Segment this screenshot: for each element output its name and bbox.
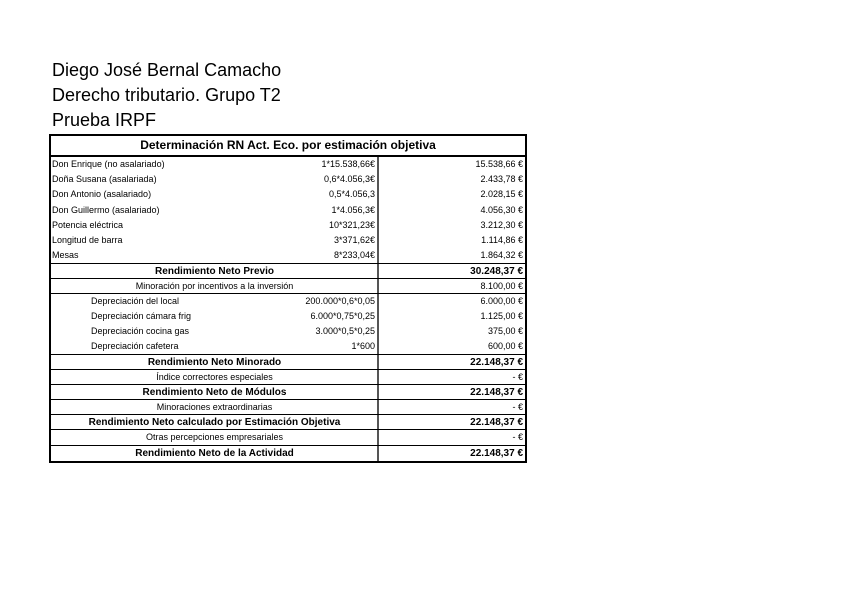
table-row: Rendimiento Neto de la Actividad 22.148,3…: [51, 445, 525, 461]
row-value: 6.000,00 €: [377, 293, 525, 309]
label-cell: Otras percepciones empresariales: [51, 430, 377, 444]
table-row: Minoración por incentivos a la inversión…: [51, 278, 525, 294]
row-label: Rendimiento Neto Previo: [155, 266, 274, 278]
row-label: Depreciación cocina gas: [91, 326, 190, 337]
row-value: - €: [377, 400, 525, 415]
label-cell: Mesas 8*233,04€: [51, 248, 377, 263]
row-value: 30.248,37 €: [377, 264, 525, 278]
row-formula: 6.000*0,75*0,25: [310, 310, 375, 321]
row-value: 1.864,32 €: [377, 248, 525, 264]
row-formula: 1*15.538,66€: [321, 159, 375, 169]
table-row: Rendimiento Neto Minorado 22.148,37 €: [51, 354, 525, 370]
label-cell: Minoración por incentivos a la inversión: [51, 279, 377, 293]
course-title: Derecho tributario. Grupo T2: [52, 85, 281, 105]
row-value: 375,00 €: [377, 324, 525, 340]
label-cell: Don Antonio (asalariado) 0,5*4.056,3: [51, 187, 377, 202]
row-label: Otras percepciones empresariales: [145, 432, 284, 443]
row-formula: 3*371,62€: [333, 234, 375, 245]
row-formula: 0,6*4.056,3€: [323, 174, 375, 185]
table-row: Rendimiento Neto calculado por Estimació…: [51, 415, 525, 431]
row-label: Rendimiento Neto calculado por Estimació…: [88, 417, 341, 429]
table-row: Potencia eléctrica 10*321,23€ 3.212,30 €: [51, 217, 525, 233]
row-formula: 3.000*0,5*0,25: [315, 326, 375, 337]
table-row: Minoraciones extraordinarias - €: [51, 400, 525, 416]
table-row: Depreciación cafetera 1*600 600,00 €: [51, 339, 525, 355]
row-label: Rendimiento Neto Minorado: [147, 357, 282, 369]
row-value: 22.148,37 €: [377, 355, 525, 369]
table-row: Mesas 8*233,04€ 1.864,32 €: [51, 248, 525, 264]
table-row: Rendimiento Neto de Módulos 22.148,37 €: [51, 384, 525, 400]
row-label: Depreciación cafetera: [91, 341, 179, 352]
row-value: 1.125,00 €: [377, 308, 525, 325]
row-value: 22.148,37 €: [377, 415, 525, 430]
row-formula: 10*321,23€: [328, 219, 375, 230]
table-row: Don Antonio (asalariado) 0,5*4.056,3 2.028…: [51, 187, 525, 203]
table-title: Determinación RN Act. Eco. por estimació…: [51, 136, 525, 157]
row-value: 4.056,30 €: [377, 202, 525, 218]
table-row: Doña Susana (asalariada) 0,6*4.056,3€ 2.43…: [51, 172, 525, 188]
row-value: - €: [377, 369, 525, 384]
row-label: Depreciación del local: [91, 295, 180, 306]
label-cell: Minoraciones extraordinarias: [51, 400, 377, 414]
row-value: 1.114,86 €: [377, 232, 525, 249]
label-cell: Potencia eléctrica 10*321,23€: [51, 218, 377, 233]
row-label: Rendimiento Neto de Módulos: [142, 386, 287, 398]
label-cell: Longitud de barra 3*371,62€: [51, 233, 377, 248]
row-label: Don Antonio (asalariado): [52, 189, 152, 200]
row-value: 22.148,37 €: [377, 445, 525, 461]
label-cell: Doña Susana (asalariada) 0,6*4.056,3€: [51, 172, 377, 187]
row-label: Don Guillermo (asalariado): [52, 204, 160, 215]
table-row: Otras percepciones empresariales - €: [51, 430, 525, 446]
row-value: 8.100,00 €: [377, 278, 525, 293]
label-cell: Índice correctores especiales: [51, 370, 377, 384]
label-cell: Rendimiento Neto calculado por Estimació…: [51, 415, 377, 429]
label-cell: Rendimiento Neto de Módulos: [51, 385, 377, 399]
row-label: Minoraciones extraordinarias: [156, 402, 273, 412]
rn-table: Determinación RN Act. Eco. por estimació…: [49, 134, 527, 463]
row-label: Mesas: [52, 250, 79, 261]
row-value: - €: [377, 430, 525, 445]
row-formula: 8*233,04€: [333, 250, 375, 261]
row-value: 600,00 €: [377, 339, 525, 355]
table-row: Depreciación cámara frig 6.000*0,75*0,25 1…: [51, 308, 525, 325]
row-value: 15.538,66 €: [377, 157, 525, 173]
table-row: Depreciación del local 200.000*0,6*0,05 6.…: [51, 293, 525, 309]
row-formula: 1*600: [351, 341, 375, 352]
author-name: Diego José Bernal Camacho: [52, 60, 282, 80]
row-label: Minoración por incentivos a la inversión: [135, 280, 294, 291]
row-label: Longitud de barra: [52, 234, 123, 245]
row-label: Don Enrique (no asalariado): [52, 159, 165, 169]
row-formula: 200.000*0,6*0,05: [305, 295, 375, 306]
table-row: Don Guillermo (asalariado) 1*4.056,3€ 4.05…: [51, 202, 525, 218]
label-cell: Rendimiento Neto de la Actividad: [51, 446, 377, 461]
table-row: Longitud de barra 3*371,62€ 1.114,86 €: [51, 232, 525, 249]
label-cell: Don Enrique (no asalariado) 1*15.538,66€: [51, 157, 377, 172]
row-label: Potencia eléctrica: [52, 219, 124, 230]
table-row: Índice correctores especiales - €: [51, 369, 525, 385]
row-label: Doña Susana (asalariada): [52, 174, 157, 185]
label-cell: Depreciación cocina gas 3.000*0,5*0,25: [51, 324, 377, 339]
row-label: Depreciación cámara frig: [91, 310, 192, 321]
label-cell: Rendimiento Neto Previo: [51, 264, 377, 277]
row-value: 2.433,78 €: [377, 172, 525, 188]
label-cell: Rendimiento Neto Minorado: [51, 355, 377, 368]
label-cell: Depreciación del local 200.000*0,6*0,05: [51, 294, 377, 309]
row-formula: 0,5*4.056,3: [328, 189, 375, 200]
label-cell: Don Guillermo (asalariado) 1*4.056,3€: [51, 203, 377, 218]
label-cell: Depreciación cámara frig 6.000*0,75*0,25: [51, 309, 377, 324]
row-label: Rendimiento Neto de la Actividad: [135, 447, 294, 459]
label-cell: Depreciación cafetera 1*600: [51, 339, 377, 354]
row-value: 22.148,37 €: [377, 384, 525, 399]
test-title: Prueba IRPF: [52, 110, 157, 130]
table-row: Don Enrique (no asalariado) 1*15.538,66€ 1…: [51, 157, 525, 173]
row-value: 3.212,30 €: [377, 217, 525, 233]
table-row: Rendimiento Neto Previo 30.248,37 €: [51, 263, 525, 279]
table-row: Depreciación cocina gas 3.000*0,5*0,25 375…: [51, 324, 525, 340]
row-label: Índice correctores especiales: [156, 371, 273, 382]
row-value: 2.028,15 €: [377, 187, 525, 203]
row-formula: 1*4.056,3€: [331, 204, 375, 215]
